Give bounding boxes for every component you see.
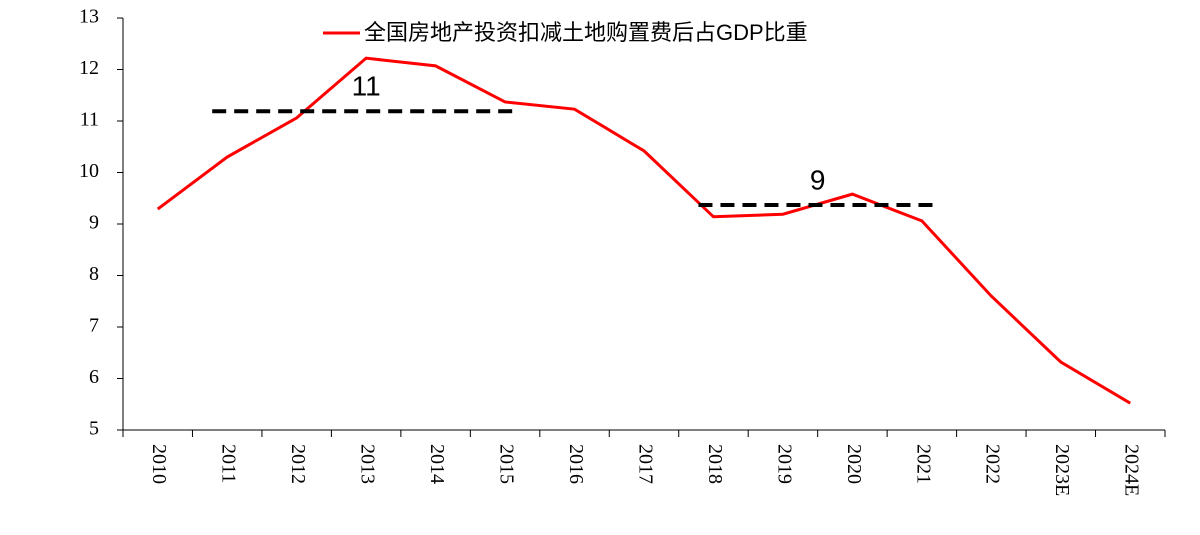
x-tick-label: 2021 [912,444,934,484]
x-tick-label: 2017 [634,444,656,484]
x-tick-label: 2015 [495,444,517,484]
y-tick-label: 7 [89,315,99,337]
x-tick-label: 2020 [843,444,865,484]
x-tick-label: 2022 [982,444,1004,484]
data-line [156,56,1132,405]
y-tick-label: 9 [89,212,99,234]
y-tick-label: 10 [79,160,99,182]
x-tick-label: 2024E [1121,444,1143,496]
legend-label: 全国房地产投资扣减土地购置费后占GDP比重 [364,20,808,45]
x-tick-label: 2023E [1051,444,1073,496]
y-tick-label: 6 [89,366,99,388]
x-tick-label: 2013 [357,444,379,484]
reference-label: 11 [352,71,381,102]
x-tick-label: 2018 [704,444,726,484]
x-tick-label: 2012 [287,444,309,484]
y-tick-label: 11 [80,109,99,131]
y-tick-label: 5 [89,418,99,440]
x-tick-label: 2010 [148,444,170,484]
y-tick-label: 13 [79,6,99,28]
y-tick-label: 8 [89,263,99,285]
x-tick-label: 2016 [565,444,587,484]
x-tick-label: 2011 [218,444,240,483]
x-tick-label: 2019 [773,444,795,484]
reference-label: 9 [810,164,826,195]
y-tick-label: 12 [79,57,99,79]
x-tick-label: 2014 [426,444,448,484]
